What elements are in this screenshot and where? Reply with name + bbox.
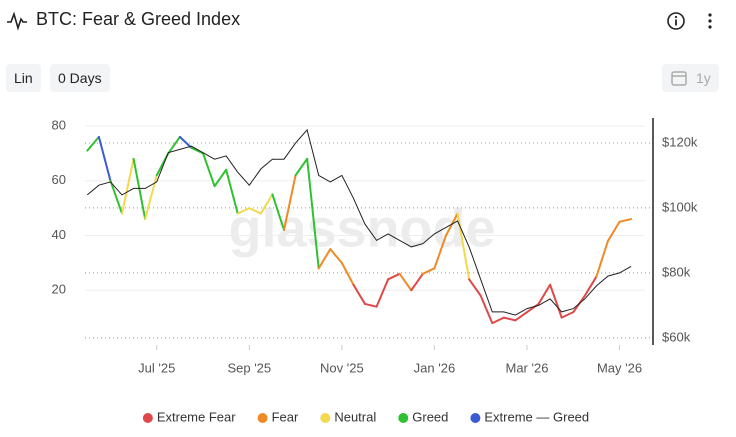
index-segment — [537, 283, 552, 305]
legend-swatch — [320, 413, 331, 423]
scale-button[interactable]: Lin — [6, 64, 41, 92]
index-segment — [306, 157, 320, 270]
x-tick-label: Mar '26 — [506, 360, 549, 375]
index-segment — [132, 157, 147, 221]
more-button[interactable] — [703, 11, 717, 31]
index-segment — [618, 218, 633, 223]
index-segment — [294, 157, 309, 177]
y2-tick-label: $100k — [662, 199, 698, 214]
index-segment — [178, 135, 193, 149]
index-segment — [121, 157, 135, 215]
index-segment — [340, 261, 355, 286]
index-segment — [144, 174, 158, 221]
index-segment — [167, 135, 181, 155]
index-segment — [549, 283, 563, 319]
index-segment — [317, 248, 332, 270]
index-segment — [595, 239, 609, 278]
index-segment — [433, 234, 447, 270]
index-segment — [86, 135, 100, 152]
index-segment — [283, 174, 297, 231]
index-segment — [560, 311, 575, 319]
index-segment — [97, 135, 112, 182]
legend-label: Neutral — [334, 409, 376, 424]
legend-label: Extreme Fear — [157, 409, 236, 424]
y-tick-label: 20 — [52, 282, 66, 297]
info-button[interactable] — [666, 11, 686, 31]
index-segment — [514, 311, 528, 322]
legend-swatch — [470, 413, 481, 423]
y2-tick-label: $120k — [662, 134, 698, 149]
index-segment — [259, 193, 274, 215]
price-line — [86, 128, 632, 316]
index-segment — [190, 146, 205, 155]
watermark: glassnode — [228, 198, 495, 258]
legend-label: Greed — [412, 409, 448, 424]
index-segment — [583, 275, 598, 297]
index-segment — [525, 302, 540, 314]
range-label: 1y — [696, 70, 711, 86]
chart-icon — [7, 11, 27, 31]
y-tick-label: 40 — [52, 227, 66, 242]
y2-tick-label: $60k — [662, 329, 691, 344]
range-button[interactable]: 1y — [662, 64, 719, 92]
index-segment — [352, 283, 366, 305]
index-segment — [375, 278, 390, 308]
legend-swatch — [257, 413, 268, 423]
index-segment — [421, 267, 436, 275]
x-tick-label: Jan '26 — [414, 360, 456, 375]
index-segment — [202, 152, 216, 188]
y-tick-label: 80 — [52, 117, 66, 132]
index-segment — [410, 272, 424, 292]
x-tick-label: May '26 — [597, 360, 642, 375]
index-segment — [387, 272, 401, 281]
x-tick-label: Sep '25 — [227, 360, 271, 375]
index-segment — [606, 220, 621, 242]
index-segment — [213, 168, 228, 188]
index-segment — [491, 316, 505, 325]
index-segment — [225, 168, 239, 215]
index-segment — [468, 278, 482, 297]
index-segment — [271, 193, 286, 231]
x-tick-label: Nov '25 — [320, 360, 364, 375]
index-segment — [398, 272, 413, 292]
legend: Extreme Fear Fear Neutral Greed Extreme — Gr… — [142, 409, 589, 424]
legend-swatch — [142, 413, 153, 423]
index-segment — [364, 302, 378, 308]
index-segment — [248, 207, 262, 215]
index-segment — [236, 207, 251, 215]
smoothing-button[interactable]: 0 Days — [50, 64, 110, 92]
index-segment — [479, 294, 494, 325]
calendar-icon — [671, 71, 687, 86]
title: BTC: Fear & Greed Index — [36, 9, 241, 29]
x-tick-label: Jul '25 — [138, 360, 175, 375]
index-segment — [109, 179, 124, 215]
index-segment — [329, 248, 343, 264]
legend-swatch — [398, 413, 409, 423]
index-segment — [502, 316, 517, 322]
legend-label: Extreme — Greed — [484, 409, 589, 424]
y2-tick-label: $80k — [662, 264, 691, 279]
legend-label: Fear — [272, 409, 299, 424]
y-tick-label: 60 — [52, 172, 66, 187]
